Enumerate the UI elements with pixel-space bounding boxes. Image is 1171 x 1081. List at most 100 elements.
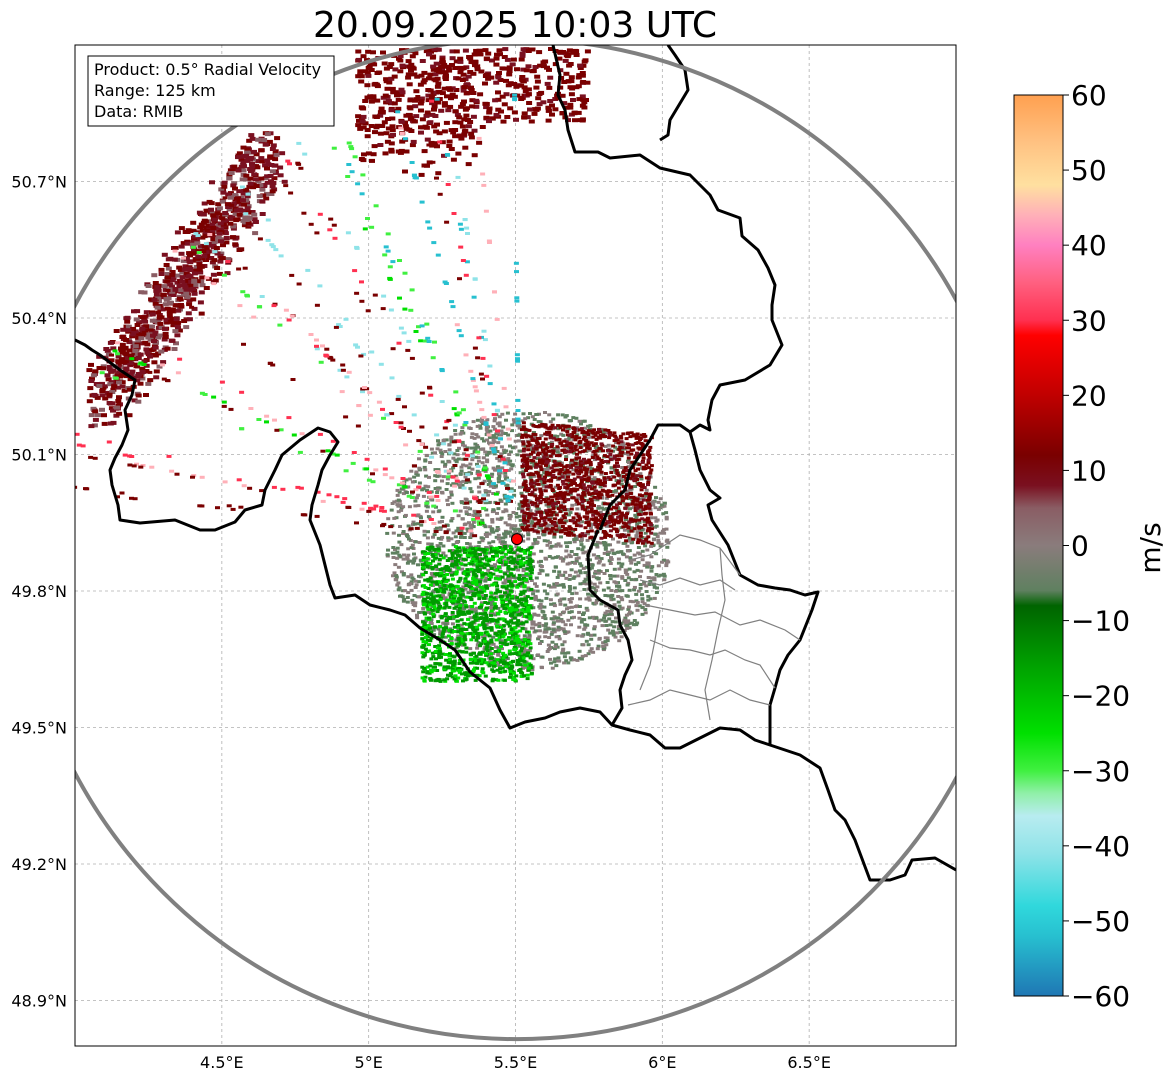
red-echo-pixel <box>584 439 589 442</box>
clutter-pixel <box>436 439 440 443</box>
red-echo-pixel <box>631 537 636 541</box>
clutter-pixel <box>496 652 501 656</box>
clutter-pixel <box>553 544 558 548</box>
red-echo-pixel <box>521 527 526 531</box>
clutter-pixel <box>570 503 575 507</box>
clutter-pixel <box>485 418 490 422</box>
green-echo-pixel <box>467 585 472 589</box>
clutter-pixel <box>592 627 597 631</box>
clutter-pixel <box>632 553 637 557</box>
clutter-pixel <box>507 523 512 527</box>
clutter-pixel <box>609 589 614 592</box>
clutter-pixel <box>625 624 630 627</box>
green-echo-pixel <box>493 618 497 622</box>
clutter-pixel <box>620 562 625 566</box>
red-echo-pixel <box>594 516 599 520</box>
red-echo-pixel <box>565 492 570 496</box>
green-echo-pixel <box>501 548 506 552</box>
green-echo-pixel <box>457 649 462 653</box>
clutter-pixel <box>416 522 421 526</box>
clutter-pixel <box>503 474 508 478</box>
red-echo-pixel <box>553 524 558 528</box>
clutter-pixel <box>536 536 541 540</box>
green-echo-pixel <box>515 596 520 600</box>
clutter-pixel <box>510 446 515 450</box>
red-echo-pixel <box>526 473 531 477</box>
clutter-pixel <box>586 465 591 469</box>
clutter-pixel <box>619 635 624 639</box>
green-echo-pixel <box>522 674 526 678</box>
red-echo-pixel <box>550 526 555 530</box>
clutter-pixel <box>617 584 622 588</box>
clutter-pixel <box>609 466 614 470</box>
clutter-pixel <box>575 658 580 662</box>
red-echo-pixel <box>523 433 528 437</box>
red-echo-pixel <box>569 489 574 493</box>
clutter-pixel <box>459 534 464 538</box>
green-echo-pixel <box>455 619 460 623</box>
green-echo-pixel <box>483 642 488 646</box>
red-echo-pixel <box>558 490 563 494</box>
green-echo-pixel <box>515 623 520 627</box>
clutter-pixel <box>598 510 603 514</box>
clutter-pixel <box>401 599 406 603</box>
clutter-pixel <box>582 419 587 423</box>
green-echo-pixel <box>461 679 465 683</box>
red-echo-pixel <box>549 529 554 533</box>
green-echo-pixel <box>429 593 434 597</box>
clutter-pixel <box>483 533 488 536</box>
clutter-pixel <box>489 564 494 568</box>
green-echo-pixel <box>433 645 438 648</box>
green-echo-pixel <box>479 631 484 635</box>
green-echo-pixel <box>476 570 481 574</box>
clutter-pixel <box>654 496 658 500</box>
green-echo-pixel <box>507 599 512 603</box>
clutter-pixel <box>500 480 504 484</box>
clutter-pixel <box>466 529 471 533</box>
green-echo-pixel <box>500 600 505 604</box>
green-echo-pixel <box>478 612 483 616</box>
green-echo-pixel <box>421 550 426 554</box>
clutter-pixel <box>555 450 560 454</box>
green-echo-pixel <box>525 559 530 563</box>
clutter-pixel <box>614 616 618 620</box>
green-echo-pixel <box>491 677 496 681</box>
clutter-pixel <box>660 560 664 564</box>
clutter-pixel <box>513 564 518 567</box>
green-echo-pixel <box>426 552 430 555</box>
clutter-pixel <box>617 513 622 517</box>
red-echo-pixel <box>606 475 611 479</box>
red-echo-pixel <box>549 513 554 517</box>
clutter-pixel <box>475 424 480 428</box>
red-echo-pixel <box>646 540 651 544</box>
green-echo-pixel <box>457 596 462 600</box>
clutter-pixel <box>506 457 511 461</box>
red-echo-pixel <box>648 471 653 475</box>
red-echo-pixel <box>576 502 581 506</box>
red-echo-pixel <box>599 493 604 497</box>
clutter-pixel <box>438 584 443 588</box>
clutter-pixel <box>463 587 468 591</box>
red-echo-pixel <box>592 485 597 489</box>
clutter-pixel <box>576 512 581 516</box>
red-echo-pixel <box>629 495 634 499</box>
red-echo-pixel <box>558 510 563 514</box>
clutter-pixel <box>643 544 648 548</box>
red-echo-pixel <box>563 512 568 516</box>
green-echo-pixel <box>457 662 462 665</box>
green-echo-pixel <box>436 620 441 624</box>
green-echo-pixel <box>423 552 428 556</box>
clutter-pixel <box>409 580 414 584</box>
red-echo-pixel <box>620 495 625 499</box>
red-echo-pixel <box>582 515 587 519</box>
nw-band-pixel <box>272 157 279 162</box>
red-echo-pixel <box>523 496 528 500</box>
red-echo-pixel <box>549 445 554 449</box>
clutter-pixel <box>422 465 427 469</box>
clutter-pixel <box>626 549 631 553</box>
clutter-pixel <box>528 524 533 528</box>
clutter-pixel <box>599 541 603 545</box>
clutter-pixel <box>460 426 465 430</box>
red-echo-pixel <box>520 433 525 437</box>
clutter-pixel <box>542 510 547 514</box>
